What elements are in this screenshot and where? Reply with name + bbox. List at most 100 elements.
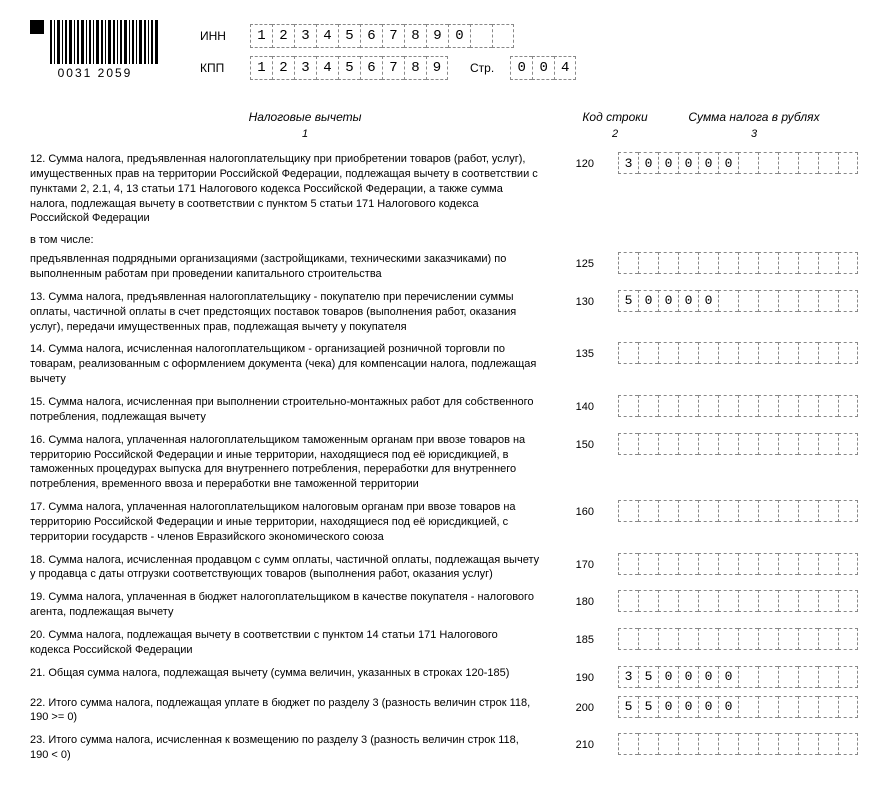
- cell: [698, 500, 718, 522]
- line-code: 130: [552, 290, 618, 308]
- cell: [758, 342, 778, 364]
- line-code: 200: [552, 696, 618, 714]
- cell: 1: [250, 56, 272, 80]
- cell: 0: [658, 290, 678, 312]
- line-sum: 350000: [618, 666, 858, 688]
- cell: 0: [658, 666, 678, 688]
- line-desc: 15. Сумма налога, исчисленная при выполн…: [30, 395, 552, 425]
- form-line: 23. Итого сумма налога, исчисленная к во…: [30, 733, 858, 763]
- cell: [838, 290, 858, 312]
- cell: [798, 433, 818, 455]
- cell: [758, 290, 778, 312]
- cell: [818, 252, 838, 274]
- line-code: 140: [552, 395, 618, 413]
- barcode: 0031 2059: [30, 20, 160, 80]
- line-sum: [618, 433, 858, 455]
- cell: [638, 433, 658, 455]
- cell: 0: [698, 152, 718, 174]
- column-headers: Налоговые вычеты Код строки Сумма налога…: [30, 110, 858, 124]
- cell: [658, 342, 678, 364]
- line-code: 120: [552, 152, 618, 170]
- cell: [718, 342, 738, 364]
- form-line: 18. Сумма налога, исчисленная продавцом …: [30, 553, 858, 583]
- cell: [798, 733, 818, 755]
- cell: [638, 590, 658, 612]
- cell: 0: [448, 24, 470, 48]
- cell: [678, 342, 698, 364]
- cell: 0: [698, 666, 718, 688]
- cell: [818, 152, 838, 174]
- cell: [738, 666, 758, 688]
- column-numbers: 1 2 3: [30, 128, 858, 140]
- cell: 0: [678, 152, 698, 174]
- cell: [678, 433, 698, 455]
- cell: [698, 590, 718, 612]
- cell: [698, 433, 718, 455]
- cell: 5: [338, 56, 360, 80]
- cell: [778, 252, 798, 274]
- cell: [638, 628, 658, 650]
- cell: [758, 590, 778, 612]
- cell: [678, 252, 698, 274]
- cell: [818, 666, 838, 688]
- header-desc: Налоговые вычеты: [30, 110, 580, 124]
- line-desc: 22. Итого сумма налога, подлежащая уплат…: [30, 696, 552, 726]
- cell: 0: [638, 290, 658, 312]
- line-code: 210: [552, 733, 618, 751]
- line-code: 135: [552, 342, 618, 360]
- cell: [678, 395, 698, 417]
- cell: [778, 152, 798, 174]
- cell: 8: [404, 24, 426, 48]
- form-line: 16. Сумма налога, уплаченная налогоплате…: [30, 433, 858, 492]
- cell: [658, 500, 678, 522]
- line-desc: 12. Сумма налога, предъявленная налогопл…: [30, 152, 552, 226]
- cell: [718, 733, 738, 755]
- cell: [798, 500, 818, 522]
- cell: 5: [638, 696, 658, 718]
- cell: [718, 290, 738, 312]
- cell: [492, 24, 514, 48]
- line-sum: 300000: [618, 152, 858, 174]
- cell: [738, 628, 758, 650]
- cell: [658, 395, 678, 417]
- cell: [738, 342, 758, 364]
- cell: [618, 395, 638, 417]
- cell: [838, 696, 858, 718]
- cell: [818, 500, 838, 522]
- line-desc: 21. Общая сумма налога, подлежащая вычет…: [30, 666, 552, 681]
- cell: [838, 342, 858, 364]
- line-sum: [618, 553, 858, 575]
- cell: [618, 733, 638, 755]
- cell: [738, 290, 758, 312]
- cell: 7: [382, 24, 404, 48]
- cell: [738, 733, 758, 755]
- line-sum: [618, 395, 858, 417]
- cell: [778, 342, 798, 364]
- cell: 6: [360, 56, 382, 80]
- cell: [778, 696, 798, 718]
- cell: 6: [360, 24, 382, 48]
- subhead: в том числе:: [30, 234, 858, 246]
- line-desc: 16. Сумма налога, уплаченная налогоплате…: [30, 433, 552, 492]
- cell: [638, 553, 658, 575]
- cell: [678, 590, 698, 612]
- cell: 2: [272, 24, 294, 48]
- cell: [778, 733, 798, 755]
- cell: 0: [698, 290, 718, 312]
- cell: [838, 733, 858, 755]
- cell: 0: [658, 696, 678, 718]
- cell: 0: [638, 152, 658, 174]
- cell: [738, 500, 758, 522]
- form-line: 17. Сумма налога, уплаченная налогоплате…: [30, 500, 858, 545]
- cell: [738, 696, 758, 718]
- cell: [738, 433, 758, 455]
- cell: [738, 553, 758, 575]
- cell: [738, 590, 758, 612]
- cell: [718, 553, 738, 575]
- cell: [838, 666, 858, 688]
- cell: 5: [618, 696, 638, 718]
- cell: [838, 252, 858, 274]
- cell: [678, 733, 698, 755]
- cell: [758, 152, 778, 174]
- cell: [698, 342, 718, 364]
